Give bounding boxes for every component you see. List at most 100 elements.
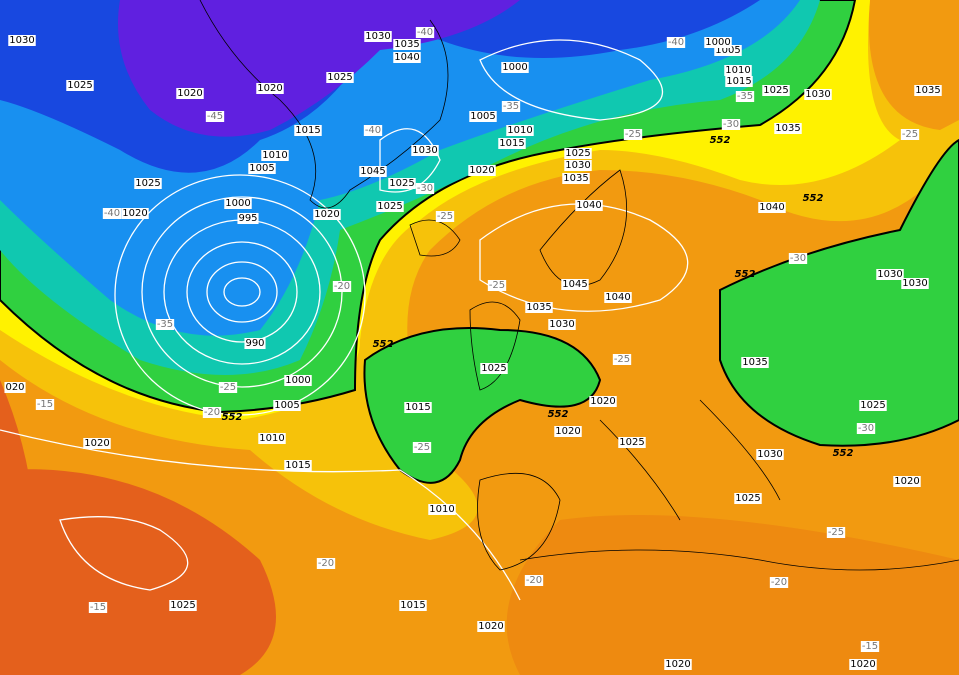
isobar-label-box	[762, 85, 790, 96]
temperature-label-box	[35, 399, 55, 410]
isobar-label: 1020	[314, 209, 339, 220]
isobar-label-box	[134, 178, 162, 189]
isobar-label: 1035	[563, 173, 588, 184]
isobar-label: 1020	[177, 88, 202, 99]
temperature-label-box	[102, 208, 122, 219]
isobar-label-box	[8, 35, 36, 46]
temperature-label: -25	[625, 129, 641, 140]
isobar-label-box	[376, 201, 404, 212]
isobar-label-box	[284, 460, 312, 471]
isobar-label-box	[313, 209, 341, 220]
isobar-label-box	[859, 400, 887, 411]
isobar-label-box	[734, 493, 762, 504]
isobar-label-box	[506, 125, 534, 136]
isobar-label: 1020	[590, 396, 615, 407]
isobar-label: 1005	[470, 111, 495, 122]
temperature-label-box	[826, 527, 846, 538]
temperature-label-box	[860, 641, 880, 652]
temperature-label: -30	[417, 183, 433, 194]
isobar-label: 1025	[170, 600, 195, 611]
isobar-label: 1020	[894, 476, 919, 487]
temperature-label-box	[769, 577, 789, 588]
isobar-label: 1035	[394, 39, 419, 50]
isobar-label: 990	[245, 338, 264, 349]
temperature-label: -20	[318, 558, 334, 569]
temperature-label-box	[316, 558, 336, 569]
isobar-label-box	[66, 80, 94, 91]
cold-pool-east	[719, 138, 959, 447]
isobar-label-box	[468, 165, 496, 176]
isobar-label-box	[237, 213, 259, 224]
isobar-label: 1025	[735, 493, 760, 504]
isobar-label-box	[589, 396, 617, 407]
temperature-label: -15	[90, 602, 106, 613]
isobar-label-box	[169, 600, 197, 611]
temperature-label-box	[218, 382, 238, 393]
isobar-label-box	[224, 198, 252, 209]
temperature-label-box	[88, 602, 108, 613]
isobar-label: 1025	[67, 80, 92, 91]
isobar-label: 1030	[565, 160, 590, 171]
temperature-label: -25	[828, 527, 844, 538]
isobar-label: 1010	[725, 65, 750, 76]
isobar-label-box	[756, 449, 784, 460]
isobar-label: 1020	[257, 83, 282, 94]
isobar-label: 1020	[122, 208, 147, 219]
isobar-label-box	[525, 302, 553, 313]
isobar-label: 1020	[84, 438, 109, 449]
isobar-label: 1005	[715, 45, 740, 56]
isobar-label-box	[725, 76, 753, 87]
temperature-label: -35	[737, 91, 753, 102]
isobar-label-box	[564, 148, 592, 159]
isobar-label: 1000	[225, 198, 250, 209]
isobar-label: 1000	[705, 37, 730, 48]
isobar-label-box	[714, 45, 742, 56]
temperature-label-box	[856, 423, 876, 434]
isobar-label-box	[774, 123, 802, 134]
isobar-label-box	[704, 37, 732, 48]
isobar-label-box	[393, 52, 421, 63]
isobar-label: 1040	[394, 52, 419, 63]
temperature-label: -35	[503, 101, 519, 112]
isobar-label: 020	[5, 382, 24, 393]
temperature-label-box	[435, 211, 455, 222]
temperature-label-box	[487, 280, 507, 291]
temperature-label: -20	[204, 407, 220, 418]
isobar-label-box	[273, 400, 301, 411]
temperature-label-box	[666, 37, 686, 48]
isobar-label-box	[480, 363, 508, 374]
isobar-label-box	[498, 138, 526, 149]
temperature-label: -40	[104, 208, 120, 219]
isobar-label-box	[244, 338, 266, 349]
isobar-label-box	[83, 438, 111, 449]
isobar-label: 1025	[619, 437, 644, 448]
contour-552-label: 552	[373, 339, 394, 350]
isobar-label: 1000	[502, 62, 527, 73]
temperature-label-box	[202, 407, 222, 418]
temperature-label-box	[721, 119, 741, 130]
isobar-label-box	[294, 125, 322, 136]
isobar-label: 1010	[429, 504, 454, 515]
temperature-label-box	[612, 354, 632, 365]
isobar-label-box	[4, 382, 26, 393]
isobar-label-box	[428, 504, 456, 515]
isobar-label-box	[562, 173, 590, 184]
temperature-label: -15	[862, 641, 878, 652]
isobar-label: 1040	[759, 202, 784, 213]
temperature-label: -25	[489, 280, 505, 291]
contour-552-label: 552	[735, 269, 756, 280]
isobar-label-box	[604, 292, 632, 303]
isobar-label: 1025	[377, 201, 402, 212]
temperature-label: -40	[668, 37, 684, 48]
temperature-label-box	[735, 91, 755, 102]
isobar-label-box	[724, 65, 752, 76]
temperature-label: -25	[614, 354, 630, 365]
temperature-label-box	[415, 27, 435, 38]
isobar-label: 995	[238, 213, 257, 224]
isobar-label: 1020	[850, 659, 875, 670]
temperature-label-box	[623, 129, 643, 140]
isobar-label-box	[469, 111, 497, 122]
isobar-label: 1040	[605, 292, 630, 303]
isobar-label-box	[411, 145, 439, 156]
